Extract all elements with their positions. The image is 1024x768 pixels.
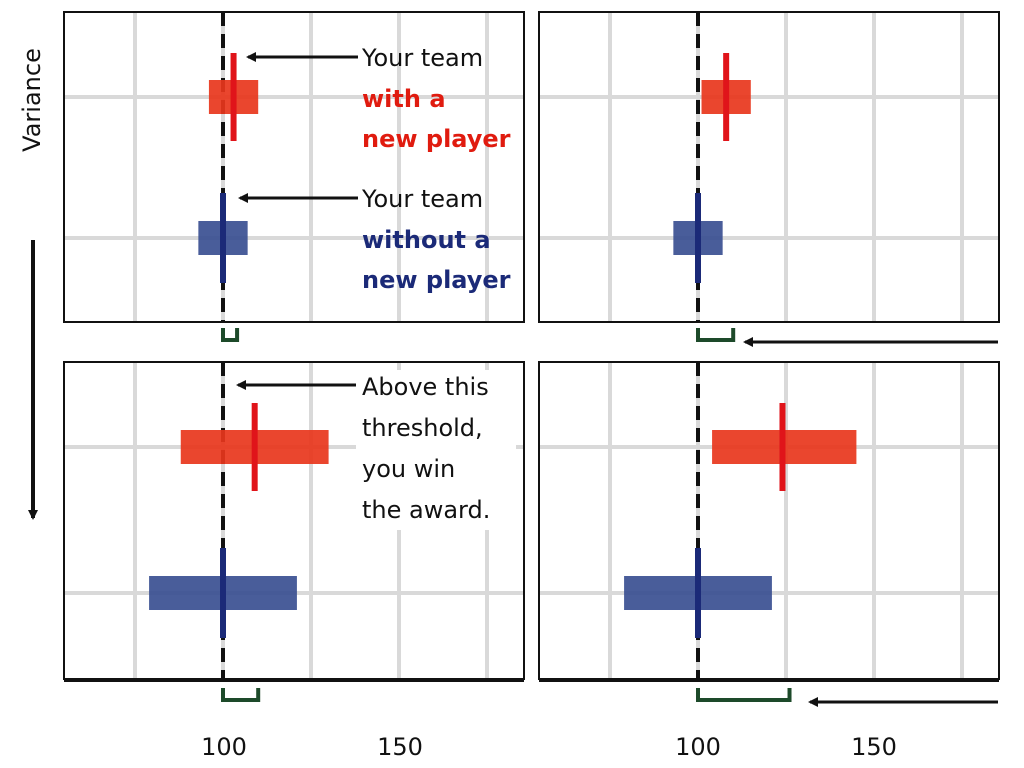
mean-marker-without_player [220, 548, 226, 638]
panel-bottom-left [63, 361, 525, 702]
annotation-threshold-line3: you win [362, 455, 455, 483]
difference-bracket [696, 688, 792, 702]
panel-plot-area [64, 12, 524, 322]
annotation-with-player-line2: with a [362, 85, 446, 113]
annotation-without-player-line1: Your team [361, 185, 483, 213]
annotation-without-player-line2: without a [362, 226, 491, 254]
panel-plot-area [64, 362, 524, 679]
mean-marker-without_player [695, 193, 701, 283]
mean-marker-with_player [779, 403, 786, 491]
annotation-threshold: Above this threshold, you win the award. [236, 370, 516, 530]
annotation-with-player-line3: new player [362, 125, 511, 153]
panel-plot-area [539, 362, 999, 679]
mean-marker-without_player [220, 193, 226, 283]
panel-frame [538, 361, 1000, 680]
mean-marker-without_player [695, 548, 701, 638]
difference-bracket [221, 328, 240, 342]
annotation-without-player-line3: new player [362, 266, 511, 294]
panel-frame [63, 11, 525, 323]
difference-bracket [221, 688, 261, 702]
panel-top-right [538, 11, 1000, 342]
x-tick-label-left-150: 150 [377, 733, 423, 761]
mean-marker-with_player [251, 403, 258, 491]
annotation-with-player-line1: Your team [361, 44, 483, 72]
panel-frame [538, 11, 1000, 323]
x-tick-label-right-100: 100 [675, 733, 721, 761]
panel-bottom-right [538, 361, 1000, 702]
x-tick-label-right-150: 150 [851, 733, 897, 761]
x-tick-label-left-100: 100 [201, 733, 247, 761]
mean-marker-with_player [723, 53, 730, 141]
panel-top-left [63, 11, 525, 342]
annotation-without-player: Your team without a new player [238, 185, 511, 294]
annotation-threshold-line1: Above this [362, 373, 489, 401]
difference-bracket [696, 328, 736, 342]
y-axis-label: Variance [18, 48, 46, 152]
annotation-threshold-line2: threshold, [362, 414, 483, 442]
mean-marker-with_player [230, 53, 237, 141]
panel-plot-area [539, 12, 999, 322]
annotation-threshold-line4: the award. [362, 496, 490, 524]
annotation-with-player: Your team with a new player [246, 44, 511, 153]
panel-frame [63, 361, 525, 680]
